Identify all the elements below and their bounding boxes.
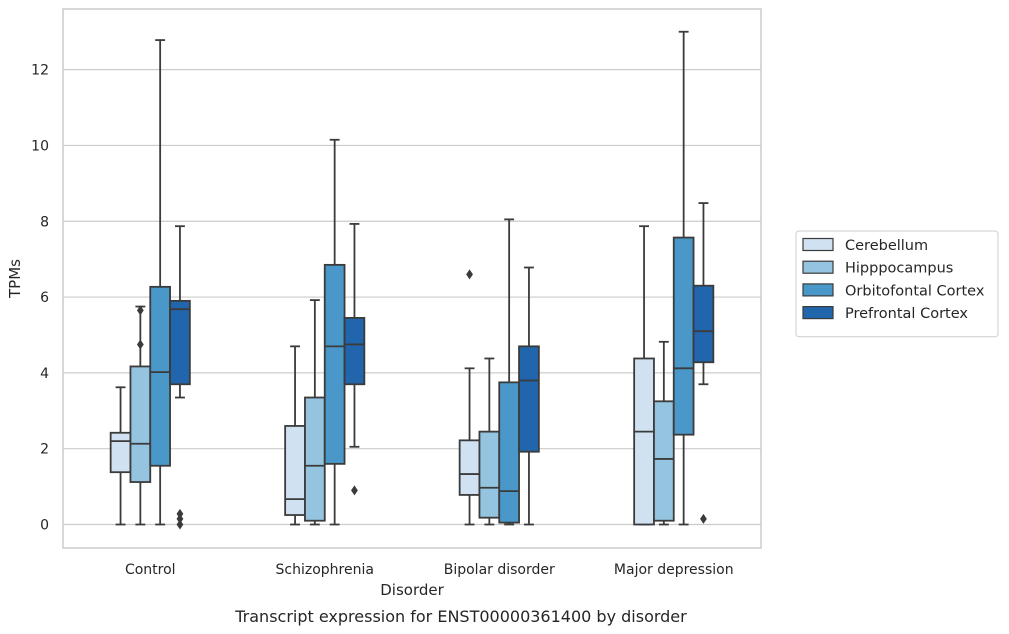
legend-label: Orbitofontal Cortex <box>845 283 985 299</box>
box-iqr <box>169 299 191 386</box>
y-tick-label: 10 <box>31 138 49 154</box>
legend-swatch <box>802 237 834 252</box>
x-tick-label: Major depression <box>614 562 734 578</box>
box-group <box>672 30 695 526</box>
y-tick-label: 12 <box>31 63 49 79</box>
x-tick-label: Schizophrenia <box>276 562 374 578</box>
box-group <box>109 386 132 526</box>
legend-label: Prefrontal Cortex <box>845 306 968 322</box>
box-group <box>633 225 655 526</box>
box-iqr <box>129 365 152 483</box>
box-iqr <box>284 425 306 516</box>
box-iqr <box>672 236 695 436</box>
outlier-marker <box>176 519 184 530</box>
y-axis-ticks: 0 2 4 6 8 10 12 <box>31 63 49 534</box>
legend-swatch <box>802 260 834 274</box>
legend-swatch <box>802 306 834 320</box>
y-tick-label: 2 <box>40 442 49 458</box>
y-tick-label: 8 <box>40 214 49 230</box>
box-plots <box>109 30 715 530</box>
legend-label: Cerebellum <box>845 238 928 254</box>
x-axis-ticks: Control Schizophrenia Bipolar disorder Majo… <box>125 562 734 578</box>
box-iqr <box>458 439 481 496</box>
box-iqr <box>478 430 501 519</box>
x-axis-title: Disorder <box>380 581 444 599</box>
box-group <box>518 266 540 526</box>
outlier-marker <box>700 513 707 524</box>
outlier-marker <box>176 508 184 519</box>
outlier-marker <box>136 305 144 316</box>
legend-swatch <box>802 283 834 297</box>
chart-caption: Transcript expression for ENST0000036140… <box>234 607 687 626</box>
box-group <box>498 218 520 526</box>
legend: Cerebellum Hipppocampus Orbitofontal Corte… <box>795 230 999 338</box>
box-iqr <box>149 285 171 467</box>
x-tick-label: Bipolar disorder <box>444 562 555 578</box>
box-iqr <box>518 345 540 453</box>
box-group <box>149 39 171 526</box>
box-group <box>129 305 152 526</box>
y-tick-label: 0 <box>40 517 49 533</box>
box-iqr <box>343 317 366 386</box>
outlier-marker <box>351 485 358 496</box>
box-iqr <box>109 431 132 474</box>
box-iqr <box>653 400 675 522</box>
y-tick-label: 4 <box>40 366 49 382</box>
box-group <box>692 202 715 524</box>
outlier-marker <box>136 339 144 350</box>
box-iqr <box>692 284 715 364</box>
box-iqr <box>633 357 655 526</box>
y-axis-title: TPMs <box>6 259 24 299</box>
box-group <box>323 138 346 526</box>
x-tick-label: Control <box>125 562 176 578</box>
box-group <box>458 269 481 526</box>
legend-label: Hipppocampus <box>845 261 953 277</box>
y-tick-label: 6 <box>40 290 49 306</box>
legend-frame <box>795 230 999 338</box>
box-group <box>169 225 191 530</box>
box-iqr <box>498 381 520 524</box>
box-iqr <box>323 263 346 465</box>
outlier-marker <box>466 269 473 280</box>
box-group <box>304 299 326 526</box>
box-group <box>653 340 675 526</box>
box-iqr <box>304 396 326 522</box>
box-group <box>478 357 501 526</box>
plot-frame <box>62 8 762 549</box>
box-group <box>343 223 366 496</box>
